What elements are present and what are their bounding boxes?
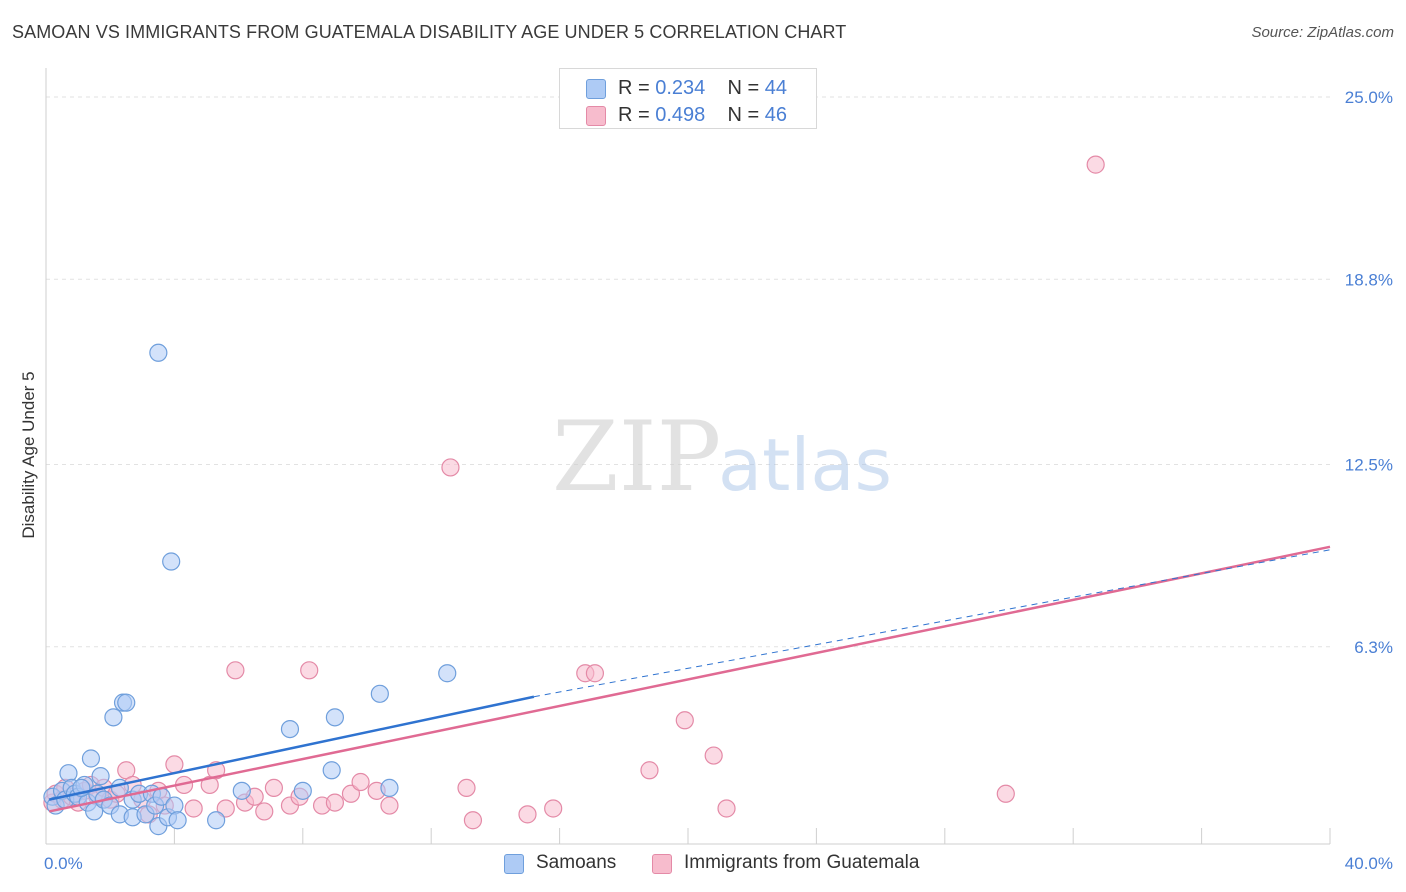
samoans-point-31 [165,796,184,815]
samoans-point-38 [322,761,341,780]
n-value: 44 [764,77,788,99]
guatemala-point-34 [341,784,361,803]
samoans-point-16 [104,708,123,727]
samoans-point-36 [280,719,300,739]
stats-legend: R = 0.234 N = 44 R = 0.498 N = 46 [559,68,817,129]
guatemala-point-40 [463,811,483,830]
samoans-point-4 [59,764,78,783]
samoans-point-35 [232,781,251,800]
samoans-swatch [586,79,606,99]
n-label: N = [727,77,760,99]
samoans-point-42 [438,664,457,683]
guatemala-point-23 [216,799,235,818]
y-tick-label-3: 25.0% [1345,88,1393,107]
samoans-points [43,343,457,836]
samoans-point-20 [117,693,136,712]
samoans-point-39 [325,708,344,727]
samoans-point-30 [162,552,181,571]
n-value: 46 [764,104,788,126]
legend-text-guatemala: R = 0.498 N = 46 [618,104,787,127]
guatemala-point-41 [518,805,537,824]
samoans-point-40 [370,684,389,703]
legend-text-samoans: R = 0.234 N = 44 [618,77,787,100]
r-value: 0.498 [655,104,706,126]
y-tick-label-0: 6.3% [1354,638,1393,657]
guatemala-point-28 [264,778,284,798]
samoans-legend-label: Samoans [536,852,617,873]
guatemala-point-20 [184,799,203,818]
watermark-atlas: atlas [718,423,892,507]
guatemala-trend-line [48,545,1331,813]
watermark-zip: ZIP [552,401,721,513]
r-label: R = [618,104,650,126]
guatemala-point-45 [640,761,659,780]
n-label: N = [727,104,760,126]
samoans-point-34 [207,811,226,830]
y-axis-label: Disability Age Under 5 [19,371,38,538]
guatemala-point-44 [585,664,605,683]
y-tick-label-1: 12.5% [1345,456,1393,475]
samoans-trend-extension [533,549,1331,698]
guatemala-point-31 [300,661,319,680]
samoans-point-33 [149,343,168,362]
samoans-point-13 [91,767,110,786]
guatemala-point-46 [675,711,694,730]
samoans-legend-swatch [504,854,524,874]
y-tick-label-2: 18.8% [1345,270,1393,289]
tick-labels: 6.3% 12.5% 18.8% 25.0% 0.0% 40.0% [44,88,1393,873]
guatemala-point-49 [996,784,1015,803]
x-tick-label-0: 0.0% [44,854,83,873]
samoans-point-10 [81,749,101,768]
guatemala-point-27 [255,802,274,821]
source-label: Source: ZipAtlas.com [1251,24,1394,41]
grid-lines [46,96,1330,648]
guatemala-point-35 [351,772,370,792]
samoans-point-32 [168,811,187,830]
r-value: 0.234 [655,77,706,99]
trend-lines [48,545,1331,813]
guatemala-point-37 [380,796,399,815]
samoans-point-41 [380,778,399,798]
guatemala-point-48 [717,799,736,818]
guatemala-point-47 [704,746,723,765]
guatemala-point-24 [226,661,245,680]
guatemala-point-33 [325,793,344,812]
axes [45,68,1331,845]
r-label: R = [618,77,650,99]
chart-title: SAMOAN VS IMMIGRANTS FROM GUATEMALA DISA… [12,22,847,42]
guatemala-point-39 [457,778,476,798]
x-tick-label-1: 40.0% [1345,854,1393,873]
guatemala-point-38 [441,458,460,477]
guatemala-point-18 [165,755,184,774]
guatemala-point-50 [1086,155,1105,174]
samoans-point-37 [293,781,312,800]
guatemala-legend-swatch [652,854,672,874]
guatemala-point-42 [544,799,563,818]
guatemala-swatch [586,106,606,126]
samoans-trend-line [48,695,535,801]
guatemala-legend-label: Immigrants from Guatemala [684,852,920,873]
